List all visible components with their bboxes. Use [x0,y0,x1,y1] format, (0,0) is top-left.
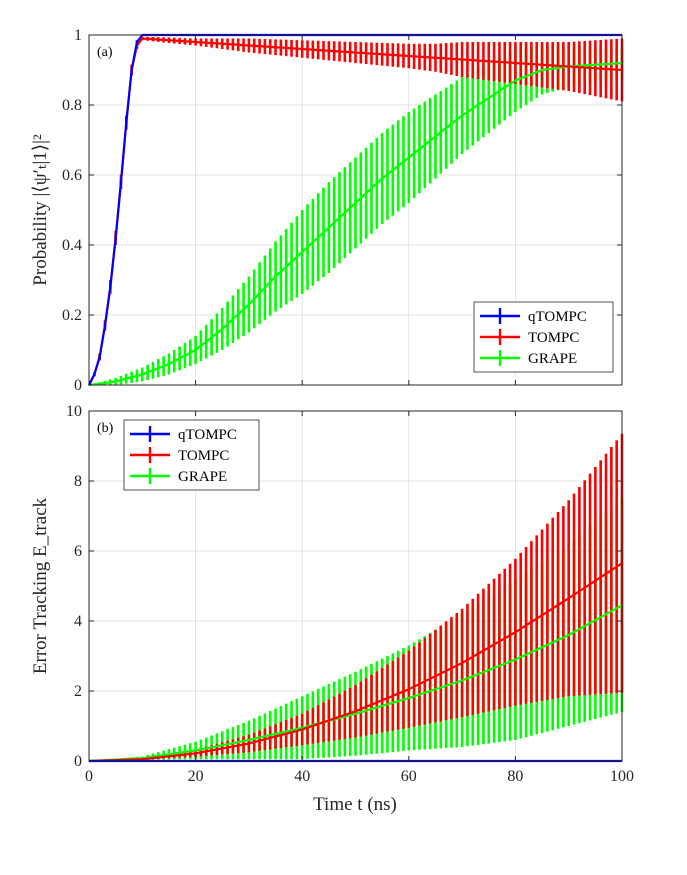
y-tick-label: 10 [66,403,82,420]
axes-box-b [88,410,623,762]
legend-label-grape: GRAPE [528,351,577,367]
y-axis-label-b: Error Tracking E_track [30,497,51,674]
x-tick-label: 60 [401,768,417,785]
y-tick-label: 0 [74,753,82,770]
y-tick-label: 0.2 [62,307,82,324]
panel-b: 0 20 40 60 80 100 0 2 4 6 8 10 (b) Error Tracking E… [30,403,634,815]
ticks-b: 0 20 40 60 80 100 0 2 4 6 8 10 [66,403,634,785]
legend-label-grape: GRAPE [178,469,227,485]
series-line-tompc [88,37,623,386]
series-line-grape [88,61,623,387]
series-group-b [88,433,624,763]
x-axis-label-b: Time t (ns) [313,794,397,815]
legend-label-tompc: TOMPC [178,448,229,464]
axes-box-a [88,34,623,386]
y-tick-label: 8 [74,473,82,490]
legend-label-tompc: TOMPC [528,330,579,346]
panel-label-b: (b) [97,421,114,436]
series-group-a [88,33,624,387]
y-tick-label: 0.8 [62,97,82,114]
series-line-tompc [88,562,623,763]
ticks-a: 0 0.2 0.4 0.6 0.8 1 [62,27,623,394]
panel-a: 0 0.2 0.4 0.6 0.8 1 (a) Probability |⟨ψ′ₜ|1⟩|… [30,27,624,394]
x-tick-label: 100 [610,768,634,785]
y-tick-label: 6 [74,543,82,560]
legend-label-qtompc: qTOMPC [528,309,587,325]
y-tick-label: 2 [74,683,82,700]
y-tick-label: 1 [74,27,82,44]
series-line-grape [88,604,623,763]
y-tick-label: 0.4 [62,237,82,254]
x-tick-label: 80 [507,768,523,785]
x-tick-label: 0 [85,768,93,785]
legend-label-qtompc: qTOMPC [178,427,237,443]
y-tick-label: 0.6 [62,167,82,184]
y-tick-label: 0 [74,377,82,394]
x-tick-label: 20 [188,768,204,785]
y-axis-label-a: Probability |⟨ψ′ₜ|1⟩|² [30,134,51,286]
x-tick-label: 40 [294,768,310,785]
y-tick-label: 4 [74,613,82,630]
legend-a: qTOMPC TOMPC GRAPE [473,301,614,373]
panel-label-a: (a) [97,45,113,60]
legend-b: qTOMPC TOMPC GRAPE [123,419,260,491]
